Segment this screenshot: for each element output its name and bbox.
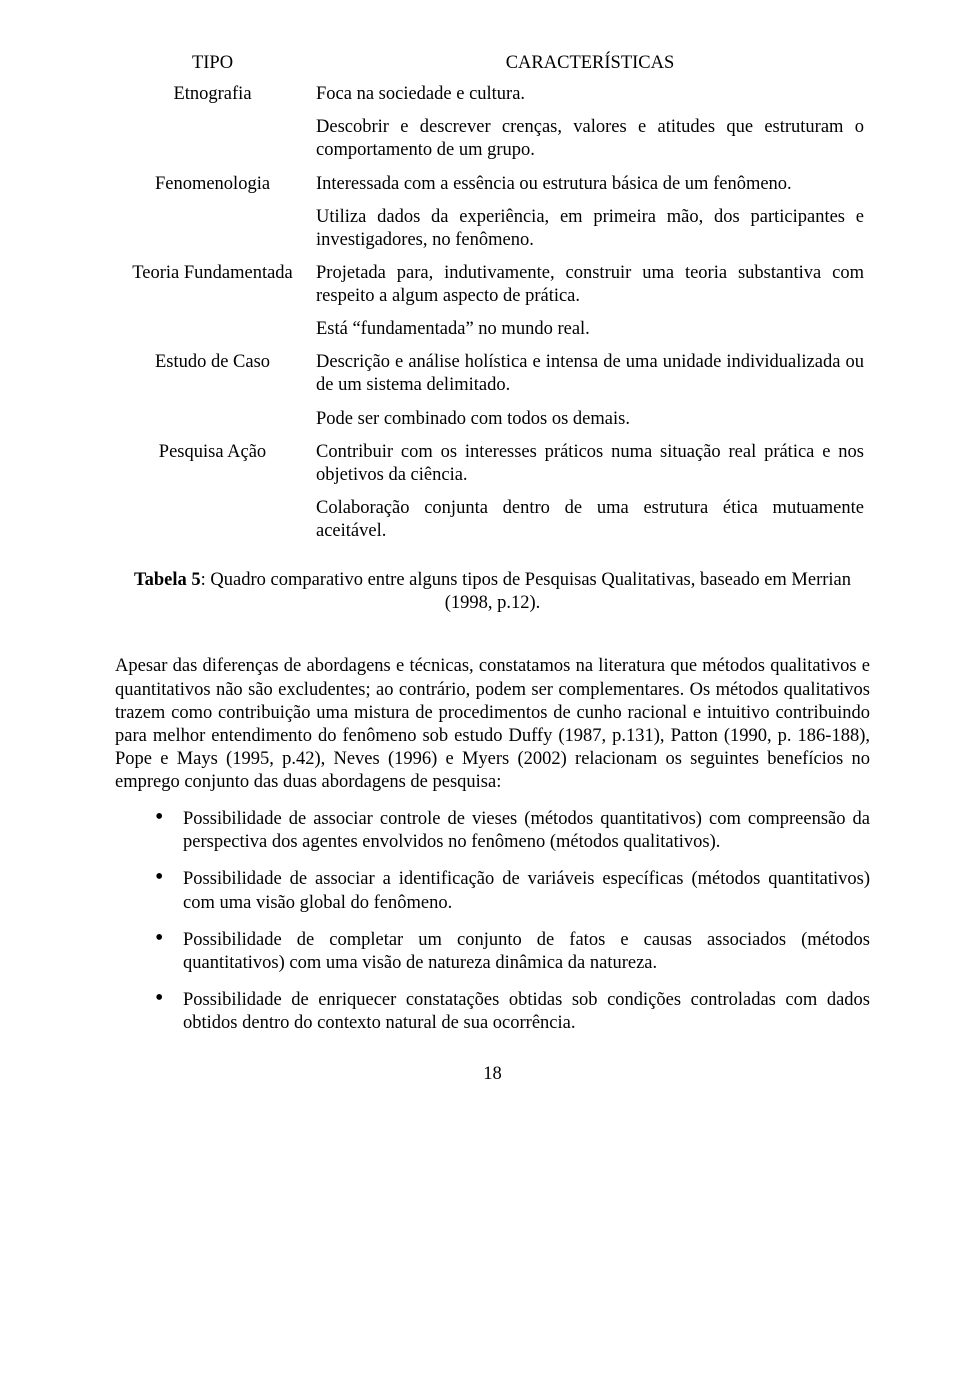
table-row: Etnografia Foca na sociedade e cultura. … — [115, 81, 870, 170]
table-row: Estudo de Caso Descrição e análise holís… — [115, 349, 870, 438]
bullet-list: Possibilidade de associar controle de vi… — [115, 808, 870, 1035]
cell-tipo: Teoria Fundamentada — [115, 260, 310, 349]
body-paragraph: Apesar das diferenças de abordagens e té… — [115, 655, 870, 794]
cell-tipo: Etnografia — [115, 81, 310, 170]
table-row: Fenomenologia Interessada com a essência… — [115, 171, 870, 260]
list-item: Possibilidade de enriquecer constatações… — [155, 989, 870, 1035]
cell-car: Projetada para, indutivamente, construir… — [310, 260, 870, 349]
header-caracteristicas: CARACTERÍSTICAS — [310, 50, 870, 81]
cell-car: Descrição e análise holística e intensa … — [310, 349, 870, 438]
car-text: Descobrir e descrever crenças, valores e… — [316, 116, 864, 162]
car-text: Interessada com a essência ou estrutura … — [316, 173, 864, 196]
car-text: Contribuir com os interesses práticos nu… — [316, 441, 864, 487]
header-tipo: TIPO — [115, 50, 310, 81]
page-number: 18 — [115, 1063, 870, 1086]
car-text: Foca na sociedade e cultura. — [316, 83, 864, 106]
car-text: Utiliza dados da experiência, em primeir… — [316, 206, 864, 252]
list-item: Possibilidade de associar controle de vi… — [155, 808, 870, 854]
list-item: Possibilidade de associar a identificaçã… — [155, 868, 870, 914]
caption-label: Tabela 5 — [134, 570, 201, 590]
cell-car: Foca na sociedade e cultura. Descobrir e… — [310, 81, 870, 170]
types-table: TIPO CARACTERÍSTICAS Etnografia Foca na … — [115, 50, 870, 551]
table-row: Pesquisa Ação Contribuir com os interess… — [115, 439, 870, 552]
car-text: Está “fundamentada” no mundo real. — [316, 318, 864, 341]
car-text: Pode ser combinado com todos os demais. — [316, 408, 864, 431]
caption-text: : Quadro comparativo entre alguns tipos … — [201, 570, 851, 613]
list-item: Possibilidade de completar um conjunto d… — [155, 929, 870, 975]
cell-car: Interessada com a essência ou estrutura … — [310, 171, 870, 260]
cell-car: Contribuir com os interesses práticos nu… — [310, 439, 870, 552]
car-text: Descrição e análise holística e intensa … — [316, 351, 864, 397]
cell-tipo: Fenomenologia — [115, 171, 310, 260]
car-text: Colaboração conjunta dentro de uma estru… — [316, 497, 864, 543]
table-caption: Tabela 5: Quadro comparativo entre algun… — [115, 569, 870, 615]
table-row: Teoria Fundamentada Projetada para, indu… — [115, 260, 870, 349]
cell-tipo: Estudo de Caso — [115, 349, 310, 438]
car-text: Projetada para, indutivamente, construir… — [316, 262, 864, 308]
cell-tipo: Pesquisa Ação — [115, 439, 310, 552]
